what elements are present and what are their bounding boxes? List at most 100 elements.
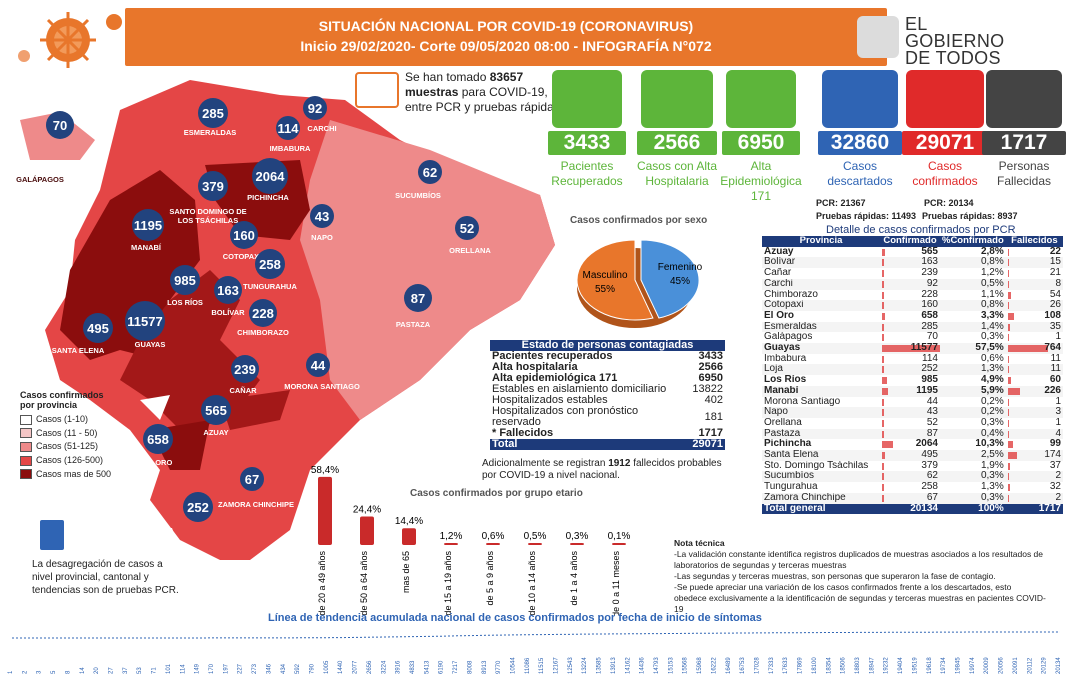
state-label: Alta epidemiológica 171 — [492, 372, 618, 384]
document-icon — [40, 520, 64, 550]
province-row: Napo 43 0,2% 3 — [762, 407, 1063, 418]
province-bubble: 379 — [198, 171, 228, 201]
trend-point-label: 16753 — [740, 657, 746, 674]
province-percent: 1,2% — [980, 268, 1004, 279]
province-row: Esmeraldas 285 1,4% 35 — [762, 321, 1063, 333]
state-label: Hospitalizados estables — [492, 394, 608, 406]
state-value: 6950 — [698, 372, 723, 384]
province-label: PASTAZA — [395, 320, 431, 329]
confirmed-bar — [882, 473, 884, 481]
trend-point-label: 20091 — [1013, 657, 1019, 674]
province-bubble: 70 — [46, 111, 74, 139]
confirmed-bar — [882, 441, 893, 449]
province-bubble: 252 — [183, 492, 213, 522]
deaths-bar — [1007, 302, 1009, 310]
trend-point-label: 20056 — [999, 657, 1005, 674]
confirmed-value: 1195 — [916, 385, 938, 396]
deaths-value: 11 — [1050, 364, 1061, 375]
state-row: Hospitalizados estables 402 — [490, 395, 725, 406]
province-percent: 0,8% — [940, 257, 1006, 269]
province-percent: 1,4% — [940, 321, 1006, 333]
legend-item: Casos (11 - 50) — [20, 428, 111, 439]
province-row: Santa Elena 495 2,5% 174 — [762, 450, 1063, 461]
province-percent: 57,5% — [940, 343, 1006, 354]
confirmed-value: 565 — [921, 246, 938, 257]
province-name: Manabí — [762, 385, 880, 397]
state-label: Estables en aislamiento domiciliario — [492, 383, 667, 395]
province-confirmed: 565 — [880, 247, 940, 258]
province-deaths: 2 — [1005, 471, 1063, 483]
province-table-header: %Confirmado — [940, 236, 1006, 247]
province-name: Los Ríos — [764, 375, 807, 386]
age-bar-label: 14,4% — [395, 516, 423, 527]
pie-slice-male — [576, 239, 654, 321]
trend-point-label: 149 — [195, 663, 201, 674]
province-percent: 0,8% — [940, 300, 1006, 311]
state-row: Hospitalizados con pronóstico reservado 1… — [490, 406, 725, 428]
province-deaths: 60 — [1006, 375, 1063, 386]
province-deaths: 174 — [1005, 450, 1063, 461]
deaths-bar — [1007, 473, 1009, 481]
province-total-cell: 1717 — [1005, 503, 1063, 515]
trend-point-label: 14436 — [640, 657, 646, 674]
state-label: Alta hospitalaria — [492, 361, 578, 373]
confirmed-value: 228 — [921, 289, 938, 300]
confirmed-value: 62 — [926, 471, 938, 482]
deaths-bar — [1007, 419, 1009, 427]
province-label: TUNGURAHUA — [243, 282, 297, 291]
trend-point-label: 18354 — [826, 657, 832, 674]
deaths-bar — [1007, 291, 1011, 299]
province-name: Galápagos — [764, 332, 813, 343]
province-label: BOLÍVAR — [211, 308, 245, 317]
trend-point-label: 13224 — [582, 657, 588, 674]
state-row: Alta hospitalaria 2566 — [490, 362, 725, 373]
province-label: CAÑAR — [229, 386, 257, 395]
deaths-bar — [1007, 259, 1009, 267]
legend-item: Casos (126-500) — [20, 455, 111, 466]
trend-point-label: 17633 — [783, 657, 789, 674]
state-value: 402 — [704, 394, 723, 406]
pie-label-male: Masculino — [582, 270, 627, 281]
state-total-label: Total — [490, 439, 691, 450]
trend-point-label: 13913 — [611, 657, 617, 674]
province-percent: 1,3% — [980, 482, 1004, 493]
trend-point-label: 227 — [238, 663, 244, 674]
state-row: * Fallecidos 1717 — [490, 428, 725, 439]
province-deaths: 99 — [1006, 439, 1063, 450]
province-confirmed: 70 — [880, 332, 940, 343]
page-subtitle: Inicio 29/02/2020- Corte 09/05/2020 08:0… — [300, 38, 712, 54]
province-percent: 0,3% — [940, 492, 1006, 504]
deaths-bar — [1007, 441, 1013, 449]
kpi-icon — [986, 70, 1062, 128]
province-row: Manabí 1195 5,9% 226 — [762, 385, 1063, 397]
province-row: Loja 252 1,3% 11 — [762, 364, 1063, 376]
trend-point-label: 1005 — [324, 660, 330, 674]
province-table: Provincia Confirmado %Confirmado Fallecidos… — [762, 236, 1063, 515]
trend-point-label: 114 — [180, 664, 186, 674]
trend-point-label: 11086 — [525, 657, 531, 674]
deaths-bar — [1007, 484, 1010, 492]
kpi-label: Casos confirmados — [912, 159, 978, 188]
province-row: Pichincha 2064 10,3% 99 — [762, 439, 1063, 450]
province-label: AZUAY — [203, 428, 229, 437]
deaths-value: 3 — [1055, 407, 1061, 418]
province-percent: 1,9% — [980, 460, 1004, 471]
state-label: Hospitalizados con pronóstico reservado — [492, 405, 639, 428]
trend-point-label: 4833 — [410, 660, 416, 674]
province-deaths: 1 — [1006, 332, 1063, 343]
province-row: Chimborazo 228 1,1% 54 — [762, 290, 1063, 301]
kpi-value: 1717 — [982, 131, 1066, 155]
province-label: SANTO DOMINGO DE LOS TSÁCHILAS — [169, 207, 247, 225]
trend-point-label: 2656 — [367, 660, 373, 674]
confirmed-value: 2064 — [915, 439, 938, 450]
age-bar-label: 24,4% — [353, 505, 381, 516]
confirmed-value: 52 — [926, 417, 938, 428]
trend-point-label: 8008 — [467, 660, 473, 674]
sex-chart-title: Casos confirmados por sexo — [570, 215, 708, 226]
province-name: Carchi — [762, 278, 880, 290]
province-label: LOS RÍOS — [167, 298, 203, 307]
province-row: Morona Santiago 44 0,2% 1 — [762, 397, 1063, 408]
kpi-label: Casos con Alta Hospitalaria — [636, 159, 718, 188]
province-name: Cañar — [764, 268, 792, 279]
kpi-extra: 171 — [750, 189, 772, 203]
